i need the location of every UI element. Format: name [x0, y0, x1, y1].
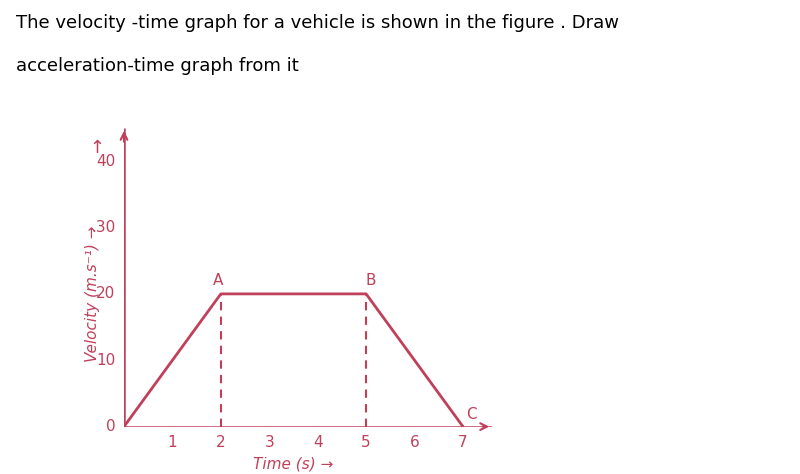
Text: .30: .30 [91, 220, 115, 235]
Text: A: A [214, 273, 224, 288]
Text: 20: 20 [96, 286, 115, 301]
Text: 1: 1 [168, 435, 178, 449]
Text: 6: 6 [410, 435, 419, 449]
Text: B: B [366, 273, 376, 288]
Text: acceleration-time graph from it: acceleration-time graph from it [16, 57, 298, 75]
Text: Velocity (m.s⁻¹) →: Velocity (m.s⁻¹) → [85, 226, 100, 362]
Text: 2: 2 [216, 435, 226, 449]
Text: 4: 4 [313, 435, 322, 449]
Text: 3: 3 [264, 435, 274, 449]
Text: C: C [466, 407, 477, 422]
Text: 7: 7 [458, 435, 468, 449]
Text: Time (s) →: Time (s) → [254, 456, 334, 472]
Text: The velocity -time graph for a vehicle is shown in the figure . Draw: The velocity -time graph for a vehicle i… [16, 14, 619, 32]
Text: 5: 5 [362, 435, 371, 449]
Text: 10: 10 [96, 353, 115, 368]
Text: 40: 40 [96, 154, 115, 169]
Text: ↑: ↑ [90, 139, 105, 157]
Text: 0: 0 [106, 419, 115, 434]
